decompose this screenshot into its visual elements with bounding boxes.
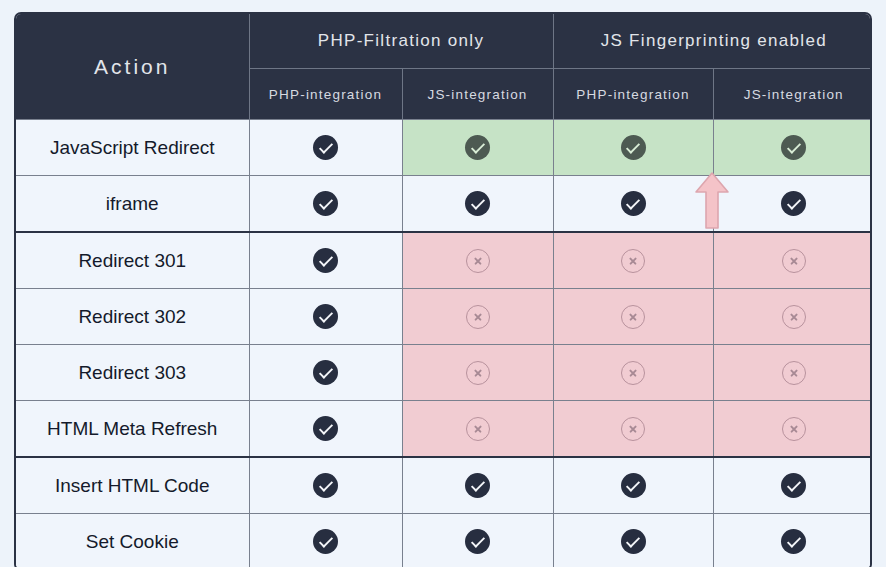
status-cell — [553, 514, 713, 567]
cross-circle-icon — [621, 417, 645, 441]
status-cell — [249, 289, 402, 345]
action-label: Insert HTML Code — [16, 457, 249, 514]
table-row: HTML Meta Refresh — [16, 401, 872, 458]
table-row: Redirect 302 — [16, 289, 872, 345]
check-circle-icon — [781, 473, 806, 498]
subheader-php-filtration-js-integration: JS-integration — [402, 69, 553, 120]
check-circle-icon — [621, 191, 646, 216]
status-cell — [713, 401, 872, 458]
status-cell — [713, 120, 872, 176]
check-circle-icon — [781, 135, 806, 160]
actions-comparison-table: Action PHP-Filtration only JS Fingerprin… — [14, 12, 872, 567]
table-row: Redirect 303 — [16, 345, 872, 401]
status-cell — [402, 345, 553, 401]
check-circle-icon — [465, 191, 490, 216]
status-cell — [713, 176, 872, 233]
cross-circle-icon — [782, 417, 806, 441]
comparison-table-figure: Action PHP-Filtration only JS Fingerprin… — [0, 0, 886, 567]
status-cell — [713, 514, 872, 567]
action-label: iframe — [16, 176, 249, 233]
action-column-header: Action — [16, 14, 249, 120]
status-cell — [553, 289, 713, 345]
check-circle-icon — [621, 529, 646, 554]
status-cell — [713, 457, 872, 514]
status-cell — [249, 176, 402, 233]
status-cell — [249, 120, 402, 176]
cross-circle-icon — [621, 361, 645, 385]
table-row: Redirect 301 — [16, 232, 872, 289]
status-cell — [713, 232, 872, 289]
status-cell — [249, 457, 402, 514]
cross-circle-icon — [782, 305, 806, 329]
check-circle-icon — [465, 529, 490, 554]
cross-circle-icon — [621, 249, 645, 273]
check-circle-icon — [781, 191, 806, 216]
check-circle-icon — [313, 473, 338, 498]
status-cell — [402, 232, 553, 289]
check-circle-icon — [465, 135, 490, 160]
action-label: JavaScript Redirect — [16, 120, 249, 176]
action-label: HTML Meta Refresh — [16, 401, 249, 458]
status-cell — [553, 120, 713, 176]
table-row: iframe — [16, 176, 872, 233]
check-circle-icon — [781, 529, 806, 554]
status-cell — [402, 176, 553, 233]
status-cell — [402, 120, 553, 176]
status-cell — [249, 345, 402, 401]
check-circle-icon — [313, 416, 338, 441]
group-header-php-filtration-only: PHP-Filtration only — [249, 14, 553, 69]
status-cell — [249, 401, 402, 458]
status-cell — [402, 289, 553, 345]
status-cell — [402, 457, 553, 514]
action-label: Redirect 303 — [16, 345, 249, 401]
cross-circle-icon — [621, 305, 645, 329]
subheader-php-filtration-php-integration: PHP-integration — [249, 69, 402, 120]
check-circle-icon — [313, 529, 338, 554]
cross-circle-icon — [466, 249, 490, 273]
cross-circle-icon — [466, 417, 490, 441]
action-label: Redirect 301 — [16, 232, 249, 289]
check-circle-icon — [313, 304, 338, 329]
status-cell — [402, 514, 553, 567]
actions-table: Action PHP-Filtration only JS Fingerprin… — [16, 14, 872, 567]
status-cell — [553, 457, 713, 514]
table-row: JavaScript Redirect — [16, 120, 872, 176]
status-cell — [553, 232, 713, 289]
cross-circle-icon — [466, 361, 490, 385]
cross-circle-icon — [782, 249, 806, 273]
check-circle-icon — [313, 248, 338, 273]
subheader-js-fingerprinting-php-integration: PHP-integration — [553, 69, 713, 120]
status-cell — [402, 401, 553, 458]
status-cell — [553, 401, 713, 458]
table-row: Insert HTML Code — [16, 457, 872, 514]
action-label: Redirect 302 — [16, 289, 249, 345]
subheader-js-fingerprinting-js-integration: JS-integration — [713, 69, 872, 120]
check-circle-icon — [465, 473, 490, 498]
table-row: Set Cookie — [16, 514, 872, 567]
cross-circle-icon — [782, 361, 806, 385]
check-circle-icon — [621, 135, 646, 160]
check-circle-icon — [313, 135, 338, 160]
status-cell — [249, 514, 402, 567]
status-cell — [553, 176, 713, 233]
status-cell — [713, 345, 872, 401]
cross-circle-icon — [466, 305, 490, 329]
check-circle-icon — [313, 360, 338, 385]
check-circle-icon — [313, 191, 338, 216]
action-label: Set Cookie — [16, 514, 249, 567]
status-cell — [553, 345, 713, 401]
check-circle-icon — [621, 473, 646, 498]
status-cell — [249, 232, 402, 289]
group-header-js-fingerprinting-enabled: JS Fingerprinting enabled — [553, 14, 872, 69]
status-cell — [713, 289, 872, 345]
